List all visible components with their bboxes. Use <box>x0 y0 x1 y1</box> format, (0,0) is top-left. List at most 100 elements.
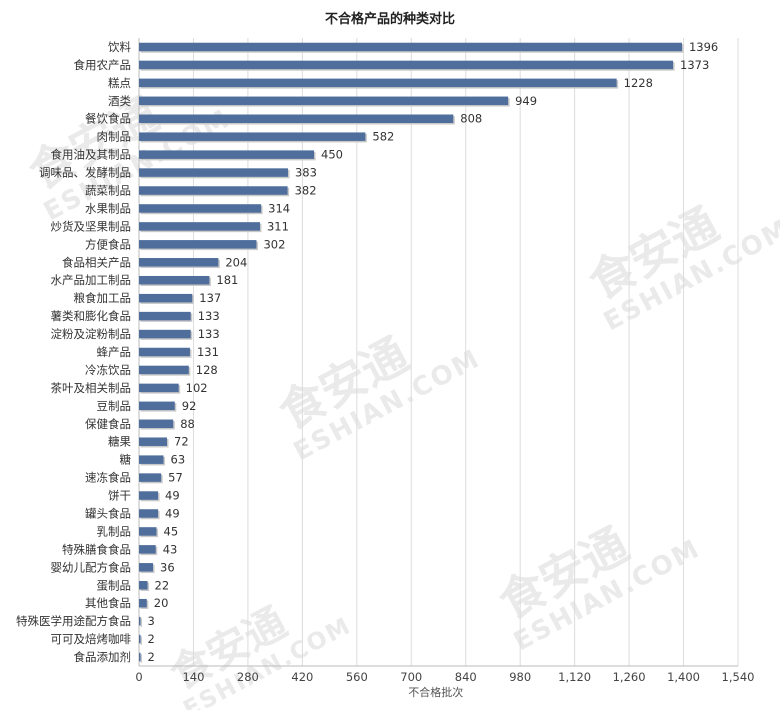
category-label: 速冻食品 <box>85 471 131 485</box>
category-label: 罐头食品 <box>85 506 131 520</box>
category-label: 保健食品 <box>85 417 131 431</box>
data-label: 450 <box>321 148 343 162</box>
bar <box>139 581 148 590</box>
category-label: 食品添加剂 <box>74 650 132 664</box>
bar <box>139 222 260 231</box>
x-tick-label: 280 <box>237 670 259 684</box>
data-label: 128 <box>196 363 218 377</box>
category-label: 蜂产品 <box>97 345 132 359</box>
data-label: 204 <box>225 255 247 269</box>
category-label: 豆制品 <box>97 399 132 413</box>
bar <box>139 401 175 411</box>
data-label: 3 <box>148 614 155 628</box>
data-label: 20 <box>154 596 169 610</box>
data-label: 63 <box>171 453 186 467</box>
category-label: 炒货及坚果制品 <box>51 219 132 233</box>
bar <box>139 652 141 662</box>
bar <box>139 114 454 123</box>
x-tick-label: 700 <box>400 670 422 684</box>
category-label: 饮料 <box>108 40 131 54</box>
data-label: 808 <box>460 112 482 126</box>
category-label: 蛋制品 <box>97 578 132 592</box>
category-label: 淀粉及淀粉制品 <box>51 327 132 341</box>
category-label: 餐饮食品 <box>85 112 131 126</box>
bar <box>139 150 315 159</box>
data-label: 1373 <box>680 58 709 72</box>
bar <box>139 60 674 70</box>
x-tick-label: 1,120 <box>558 670 591 684</box>
data-label: 1228 <box>624 76 653 90</box>
x-tick-labels: 0 140 280 420 560 700 840 980 1,120 1,260 1,400 1,5… <box>135 670 754 684</box>
bar <box>139 473 162 482</box>
category-label: 乳制品 <box>97 524 132 538</box>
data-label: 383 <box>295 166 317 180</box>
data-label: 314 <box>268 201 290 215</box>
data-label: 133 <box>198 309 220 323</box>
bar <box>139 598 147 608</box>
x-axis-title: 不合格批次 <box>408 685 463 699</box>
data-label: 43 <box>163 542 178 556</box>
bar <box>139 311 191 321</box>
bar <box>139 563 154 572</box>
data-label: 49 <box>165 489 180 503</box>
category-label: 可可及焙烤咖啡 <box>51 632 132 646</box>
bar <box>139 383 179 393</box>
x-tick-label: 140 <box>182 670 204 684</box>
bar <box>139 527 157 536</box>
data-label: 72 <box>174 435 189 449</box>
data-label: 181 <box>216 273 238 287</box>
category-label: 冷冻饮品 <box>85 363 131 377</box>
category-label: 特殊膳食食品 <box>62 542 131 556</box>
data-label: 582 <box>372 130 394 144</box>
category-label: 酒类 <box>108 94 131 108</box>
bar <box>139 616 141 626</box>
bar-shadow <box>140 654 142 663</box>
category-label: 糖果 <box>108 435 131 449</box>
bar <box>139 455 164 464</box>
data-label: 22 <box>155 578 170 592</box>
bar <box>139 96 509 106</box>
data-label: 302 <box>263 237 285 251</box>
data-label: 36 <box>160 560 175 574</box>
bar <box>139 132 366 141</box>
category-label: 水果制品 <box>85 201 131 215</box>
category-label: 调味品、发酵制品 <box>39 166 131 180</box>
data-label: 131 <box>197 345 219 359</box>
bar <box>139 509 159 518</box>
bar <box>139 347 190 357</box>
category-label: 饼干 <box>108 489 131 503</box>
x-tick-label: 560 <box>346 670 368 684</box>
bar <box>139 258 219 267</box>
x-tick-label: 840 <box>455 670 477 684</box>
category-label: 食品相关产品 <box>62 255 131 269</box>
data-label: 102 <box>186 381 208 395</box>
category-label: 特殊医学用途配方食品 <box>16 614 131 628</box>
bar <box>139 491 159 500</box>
data-label: 311 <box>267 219 289 233</box>
data-label: 137 <box>199 291 221 305</box>
bar <box>139 275 210 285</box>
data-label: 382 <box>295 184 317 198</box>
bar <box>139 204 262 213</box>
bar <box>139 240 257 249</box>
bar <box>139 42 682 52</box>
x-tick-label: 1,540 <box>722 670 755 684</box>
category-label: 婴幼儿配方食品 <box>51 560 132 574</box>
category-label: 食用农产品 <box>74 58 132 72</box>
category-label: 方便食品 <box>85 237 131 251</box>
data-label: 133 <box>198 327 220 341</box>
bar-shadow <box>140 618 142 627</box>
category-label: 茶叶及相关制品 <box>51 381 132 395</box>
bar <box>139 186 288 195</box>
bar <box>139 329 191 339</box>
bar <box>139 545 156 554</box>
bar <box>139 168 288 177</box>
x-tick-label: 1,400 <box>667 670 700 684</box>
bar <box>139 293 193 303</box>
